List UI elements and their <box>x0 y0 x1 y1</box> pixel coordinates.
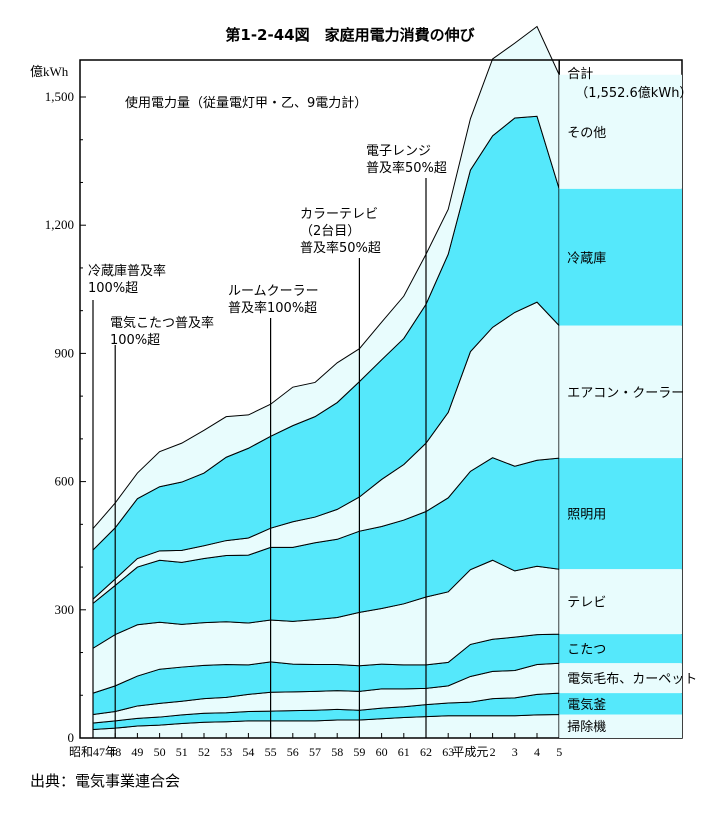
legend-band-9 <box>559 74 682 189</box>
legend-label-5: テレビ <box>567 596 606 611</box>
annotation-text: 冷蔵庫普及率 <box>88 263 166 279</box>
legend-band-8 <box>559 188 682 326</box>
legend-label-4: こたつ <box>567 643 606 658</box>
annotation-lines <box>92 178 427 738</box>
annotations: 冷蔵庫普及率100%超電気こたつ普及率100%超ルームクーラー普及率100%超カ… <box>88 144 447 348</box>
x-tick-label: 52 <box>198 745 210 759</box>
total-label: 合計 <box>567 66 593 82</box>
source-note: 出典：電気事業連合会 <box>30 772 181 790</box>
y-tick-label: 300 <box>55 602 75 617</box>
x-tick-label: 54 <box>242 745 254 759</box>
y-tick-label: 900 <box>55 345 75 360</box>
y-axis-subtitle: 使用電力量（従量電灯甲・乙、9電力計） <box>125 95 367 111</box>
x-tick-label: 3 <box>512 745 518 759</box>
annotation-text: 100%超 <box>110 333 160 348</box>
annotation-text: カラーテレビ <box>300 207 378 222</box>
x-tick-label: 63 <box>442 745 454 759</box>
x-tick-label: 53 <box>220 745 232 759</box>
legend-band-6 <box>559 458 682 570</box>
x-tick-label: 平成元 <box>452 745 488 759</box>
legend-label-2: 電気釜 <box>567 697 606 713</box>
x-tick-label: 51 <box>176 745 188 759</box>
annotation-text: 電子レンジ <box>366 144 431 159</box>
legend-band-4 <box>559 634 682 664</box>
x-tick-label: 60 <box>376 745 388 759</box>
legend-band-7 <box>559 325 682 459</box>
annotation-text: ルームクーラー <box>228 284 319 299</box>
y-tick-label: 0 <box>68 730 75 745</box>
x-tick-label: 56 <box>287 745 299 759</box>
legend-band-5 <box>559 569 682 635</box>
legend-label-7: エアコン・クーラー <box>567 386 684 401</box>
annotation-text: 普及率50%超 <box>300 240 381 256</box>
annotation-text: 電気こたつ普及率 <box>110 315 214 331</box>
y-axis-unit: 億kWh <box>30 64 69 79</box>
annotation-text: （2台目） <box>300 224 360 239</box>
y-tick-label: 600 <box>55 474 75 489</box>
legend-band-1 <box>559 714 682 738</box>
legend-label-6: 照明用 <box>567 508 606 523</box>
legend-label-8: 冷蔵庫 <box>567 251 606 266</box>
chart-title: 第1-2-44図 家庭用電力消費の伸び <box>225 26 474 44</box>
x-tick-label: 62 <box>420 745 432 759</box>
annotation-text: 100%超 <box>88 281 138 296</box>
legend-panel: その他冷蔵庫エアコン・クーラー照明用テレビこたつ電気毛布、カーペット電気釜掃除機… <box>559 66 697 738</box>
x-tick-label: 48 <box>109 745 121 759</box>
annotation-text: 普及率50%超 <box>366 160 447 176</box>
legend-band-2 <box>559 693 682 715</box>
x-tick-label: 2 <box>490 745 496 759</box>
total-value-label: （1,552.6億kWh） <box>575 85 692 101</box>
y-tick-label: 1,200 <box>45 217 74 232</box>
x-tick-label: 5 <box>556 745 562 759</box>
x-tick-label: 昭和47年 <box>69 745 117 759</box>
x-tick-label: 49 <box>131 745 143 759</box>
annotation-text: 普及率100%超 <box>228 300 317 316</box>
x-tick-label: 50 <box>154 745 166 759</box>
x-tick-label: 59 <box>353 745 365 759</box>
legend-label-1: 掃除機 <box>567 719 606 735</box>
legend-band-3 <box>559 663 682 694</box>
x-tick-label: 55 <box>265 745 277 759</box>
x-tick-label: 57 <box>309 745 321 759</box>
x-tick-label: 61 <box>398 745 410 759</box>
stacked-areas <box>92 25 560 739</box>
legend-label-9: その他 <box>567 126 606 141</box>
x-tick-label: 4 <box>534 745 540 759</box>
y-tick-label: 1,500 <box>45 89 74 104</box>
x-tick-label: 58 <box>331 745 343 759</box>
legend-label-3: 電気毛布、カーペット <box>567 671 697 687</box>
